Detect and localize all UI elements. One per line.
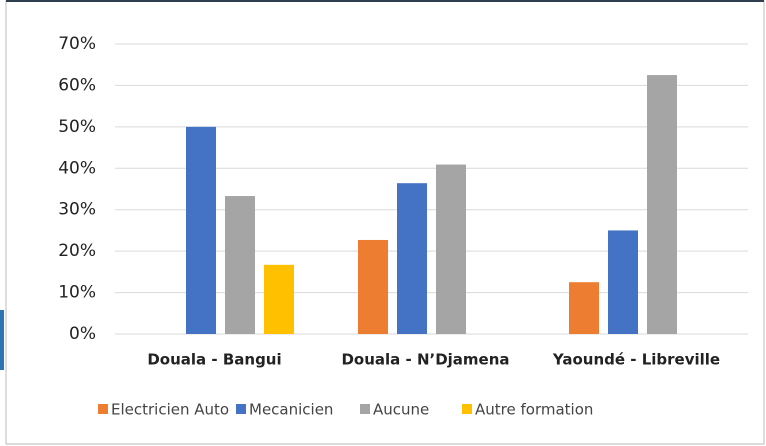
bar	[264, 264, 294, 334]
legend-swatch	[236, 404, 246, 414]
bar	[186, 126, 216, 334]
y-tick-label: 10%	[58, 283, 96, 303]
x-tick-label: Douala - Bangui	[147, 351, 281, 369]
y-tick-label: 60%	[58, 75, 96, 95]
legend-swatch	[98, 404, 108, 414]
side-marker	[0, 310, 4, 370]
x-tick-label: Douala - N’Djamena	[341, 351, 509, 369]
legend-label: Autre formation	[475, 401, 593, 419]
chart-frame	[5, 0, 765, 445]
legend-label: Electricien Auto	[111, 401, 229, 419]
x-tick-label: Yaoundé - Libreville	[552, 351, 720, 369]
bar	[225, 196, 255, 334]
bar	[358, 239, 388, 334]
bar	[397, 183, 427, 334]
y-tick-label: 0%	[69, 324, 96, 344]
legend-swatch	[360, 404, 370, 414]
bar	[436, 164, 466, 334]
bar	[608, 230, 638, 334]
legend-label: Aucune	[373, 401, 429, 419]
y-tick-label: 50%	[58, 117, 96, 137]
y-tick-label: 40%	[58, 158, 96, 178]
y-tick-label: 70%	[58, 34, 96, 54]
bar	[569, 282, 599, 334]
y-tick-label: 30%	[58, 200, 96, 220]
legend-label: Mecanicien	[249, 401, 333, 419]
legend-swatch	[462, 404, 472, 414]
bar	[647, 75, 677, 335]
y-tick-label: 20%	[58, 241, 96, 261]
